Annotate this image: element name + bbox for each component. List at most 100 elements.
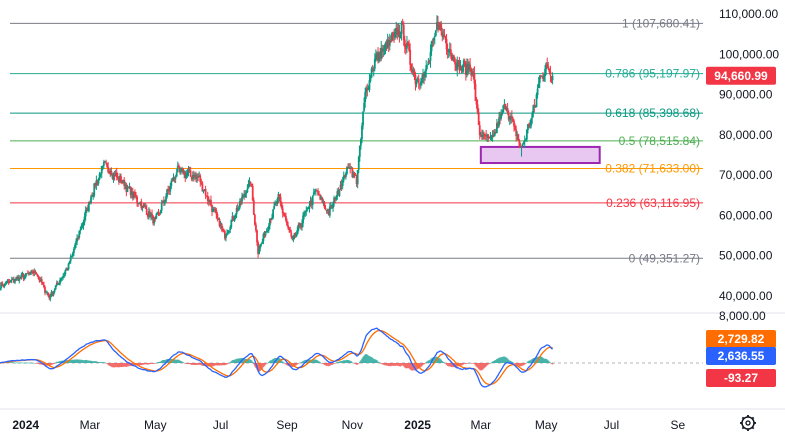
candle-body bbox=[303, 213, 306, 216]
macd-hist-bar bbox=[169, 359, 172, 363]
macd-hist-bar bbox=[247, 359, 250, 363]
macd-hist-bar bbox=[220, 363, 223, 366]
macd-hist-bar bbox=[374, 359, 376, 363]
macd-hist-bar bbox=[114, 363, 117, 368]
macd-hist-bar bbox=[184, 363, 187, 364]
candle-body bbox=[493, 131, 496, 136]
candle-body bbox=[95, 180, 98, 186]
macd-hist-bar bbox=[377, 361, 379, 363]
candle-body bbox=[122, 180, 125, 184]
candle-body bbox=[8, 282, 11, 283]
candle-body bbox=[20, 274, 23, 279]
macd-hist-bar bbox=[326, 363, 329, 366]
macd-hist-bar bbox=[390, 363, 392, 367]
macd-hist-bar bbox=[204, 363, 207, 367]
candle-body bbox=[482, 134, 484, 137]
macd-hist-bar bbox=[460, 363, 463, 366]
macd-hist-bar bbox=[472, 363, 475, 364]
macd-hist-bar bbox=[265, 363, 268, 364]
candle-body bbox=[151, 213, 153, 216]
candle-body bbox=[124, 184, 127, 186]
macd-hist-bar bbox=[75, 359, 77, 363]
candle-body bbox=[400, 22, 403, 34]
candle-body bbox=[223, 231, 226, 239]
candle-body bbox=[192, 175, 195, 177]
macd-hist-bar bbox=[504, 357, 507, 363]
last-price-label: 94,660.99 bbox=[714, 69, 768, 83]
macd-hist-bar bbox=[234, 359, 237, 363]
candle-body bbox=[189, 170, 192, 177]
macd-hist-bar bbox=[128, 363, 131, 366]
candle-body bbox=[25, 273, 28, 275]
macd-hist-bar bbox=[227, 363, 229, 364]
candle-body bbox=[98, 173, 101, 180]
macd-hist-bar bbox=[321, 363, 324, 364]
candle-body bbox=[476, 104, 479, 113]
macd-hist-bar bbox=[138, 363, 141, 366]
candle-body bbox=[41, 282, 44, 285]
candle-body bbox=[528, 124, 530, 127]
gear-icon[interactable] bbox=[740, 415, 756, 431]
candle-body bbox=[4, 283, 7, 285]
candle-body bbox=[295, 233, 298, 237]
highlight-zone[interactable] bbox=[479, 145, 601, 165]
macd-hist-bar bbox=[57, 361, 59, 363]
candle-body bbox=[392, 32, 394, 36]
macd-hist-bar bbox=[60, 360, 62, 363]
macd-hist-bar bbox=[382, 363, 385, 365]
macd-hist-bar bbox=[51, 363, 54, 365]
macd-hist-bar bbox=[39, 363, 42, 365]
candle-body bbox=[99, 173, 102, 175]
macd-hist-bar bbox=[77, 359, 79, 363]
candle-body bbox=[542, 76, 544, 79]
macd-hist-bar bbox=[490, 362, 493, 363]
macd-hist-bar bbox=[89, 360, 91, 363]
macd-hist-bar bbox=[467, 363, 469, 364]
macd-hist-bar bbox=[146, 363, 149, 365]
candle-body bbox=[10, 279, 13, 281]
candle-body bbox=[445, 39, 448, 50]
macd-hist-bar bbox=[451, 363, 453, 368]
candle-body bbox=[232, 216, 235, 221]
macd-hist-bar bbox=[92, 361, 94, 363]
candle-body bbox=[214, 208, 217, 211]
candle-body bbox=[330, 205, 332, 207]
macd-hist-bar bbox=[425, 362, 428, 363]
candle-body bbox=[384, 42, 387, 49]
candle-body bbox=[510, 116, 513, 120]
macd-hist-bar bbox=[10, 362, 13, 363]
candle-body bbox=[65, 267, 68, 271]
fib-label-0-236: 0.236 (63,116.95) bbox=[606, 196, 700, 210]
macd-hist-bar bbox=[188, 363, 191, 365]
macd-hist-bar bbox=[499, 357, 501, 363]
macd-hist-bar bbox=[325, 363, 328, 366]
macd-hist-bar bbox=[73, 359, 75, 363]
macd-hist-bar bbox=[82, 360, 85, 363]
candle-body bbox=[159, 210, 162, 213]
macd-hist-bar bbox=[493, 360, 496, 363]
candle-body bbox=[40, 279, 43, 283]
macd-hist-bar bbox=[195, 363, 197, 365]
candle-body bbox=[156, 212, 159, 215]
candle-body bbox=[153, 217, 156, 224]
candle-body bbox=[312, 192, 315, 196]
macd-hist-bar bbox=[487, 363, 490, 365]
candle-body bbox=[311, 195, 314, 206]
macd-hist-bar bbox=[181, 361, 183, 363]
candle-body bbox=[106, 163, 108, 168]
candle-body bbox=[381, 48, 384, 52]
candle-body bbox=[258, 248, 261, 254]
candle-body bbox=[84, 210, 87, 217]
candle-body bbox=[36, 274, 39, 277]
macd-hist-bar bbox=[264, 363, 267, 365]
candle-body bbox=[531, 113, 534, 119]
macd-hist-bar bbox=[454, 363, 456, 368]
macd-value-badge bbox=[706, 347, 776, 365]
macd-hist-bar bbox=[99, 362, 102, 363]
candle-body bbox=[444, 37, 447, 40]
macd-hist-bar bbox=[508, 360, 511, 363]
macd-hist-bar bbox=[172, 359, 175, 363]
candle-body bbox=[272, 209, 274, 218]
